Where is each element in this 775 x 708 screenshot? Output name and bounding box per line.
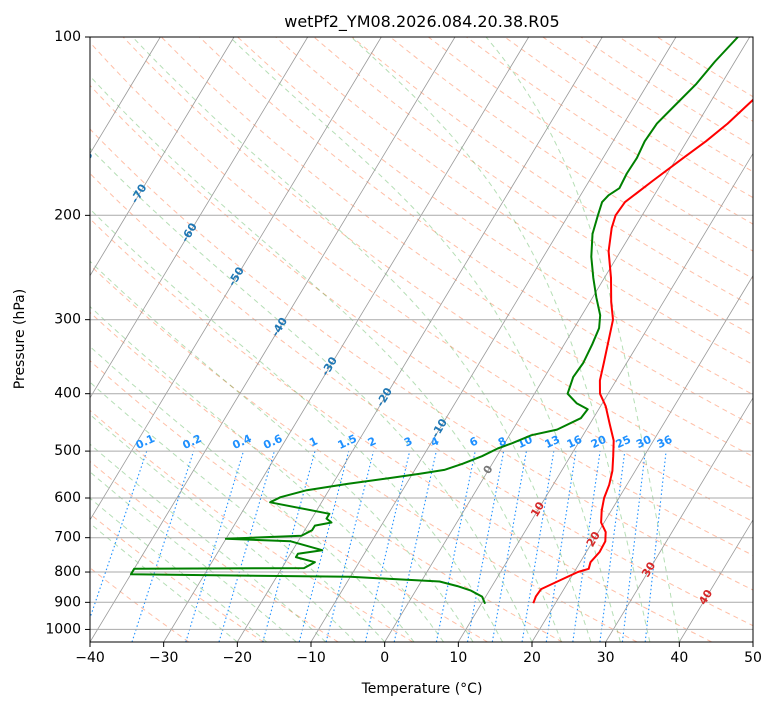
dry-adiabat-line	[199, 37, 753, 426]
isotherm-line	[457, 152, 753, 642]
mixing-ratio-label: 30	[634, 433, 654, 451]
isotherm-line	[90, 37, 382, 521]
moist-adiabat-line	[229, 37, 621, 642]
y-tick-label: 800	[54, 564, 81, 580]
x-tick-label: −20	[223, 650, 253, 666]
dry-adiabat-line	[90, 128, 753, 591]
dry-adiabat-line	[90, 264, 638, 642]
plot-area: -100-90-80-70-60-50-40-30-20-10010203040…	[90, 37, 753, 642]
x-tick-label: 0	[380, 650, 389, 666]
mixing-ratio-line	[364, 450, 411, 642]
isotherm-line	[310, 37, 677, 642]
isotherm-line	[605, 397, 753, 642]
mixing-ratio-label: 36	[655, 433, 675, 451]
y-tick-label: 300	[54, 312, 81, 328]
mixing-ratio-label: 13	[543, 433, 562, 451]
mixing-ratio-line	[466, 450, 505, 642]
isotherm-line	[90, 37, 309, 399]
moist-adiabat-line	[90, 75, 562, 642]
temperature-profile-line	[532, 98, 753, 604]
x-tick-label: 40	[670, 650, 688, 666]
isotherm-line	[236, 37, 603, 642]
moist-adiabat-line	[90, 443, 327, 642]
x-tick-label: −10	[296, 650, 326, 666]
y-tick-label: 500	[54, 443, 81, 459]
isotherm-line	[90, 37, 235, 277]
mixing-ratio-line	[491, 451, 527, 642]
isotherm-line	[90, 37, 161, 155]
mixing-ratio-line	[393, 450, 437, 642]
mixing-ratio-line	[90, 450, 148, 620]
y-axis-label: Pressure (hPa)	[12, 289, 28, 389]
mixing-ratio-line	[218, 450, 275, 642]
mixing-ratio-line	[298, 450, 350, 642]
moist-adiabat-line	[90, 345, 415, 642]
moist-adiabat-line	[90, 305, 444, 642]
moist-adiabat-line	[485, 37, 680, 642]
y-tick-label: 1000	[45, 621, 81, 637]
mixing-ratio-line	[131, 450, 195, 642]
mixing-ratio-line	[185, 450, 245, 642]
y-tick-label: 400	[54, 386, 81, 402]
moist-adiabat-line	[90, 471, 297, 642]
moist-adiabat-line	[90, 381, 386, 642]
isotherm-line	[384, 37, 751, 642]
moist-adiabat-line	[90, 413, 356, 642]
moist-adiabat-line	[132, 37, 592, 642]
x-tick-label: 20	[523, 650, 541, 666]
mixing-ratio-label: 20	[589, 433, 609, 451]
x-tick-label: −30	[149, 650, 179, 666]
mixing-ratio-label: 10	[515, 433, 535, 451]
isotherm-line	[90, 37, 456, 642]
y-tick-label: 200	[54, 207, 81, 223]
mixing-ratio-label: 16	[565, 433, 585, 451]
chart-title: wetPf2_YM08.2026.084.20.38.R05	[284, 12, 559, 32]
dry-adiabat-line	[275, 37, 753, 366]
y-tick-label: 900	[54, 594, 81, 610]
mixing-ratio-line	[521, 451, 555, 642]
dry-adiabat-line	[122, 37, 753, 490]
x-tick-label: −40	[75, 650, 105, 666]
dry-adiabat-line	[90, 360, 488, 642]
dry-adiabat-line	[90, 41, 753, 523]
plot-frame	[89, 36, 754, 643]
dry-adiabat-line	[351, 37, 753, 308]
mixing-ratio-line	[325, 450, 375, 642]
mixing-ratio-line	[621, 451, 646, 642]
dry-adiabat-line	[90, 311, 563, 642]
x-tick-label: 50	[744, 650, 762, 666]
y-tick-label: 600	[54, 490, 81, 506]
mixing-ratio-line	[435, 450, 476, 642]
axes: −40 −30 −20 −10 0 10 20 30 40 50 100 200 300 400 500 60…	[45, 29, 762, 666]
moist-adiabat-line	[90, 260, 474, 642]
moist-adiabat-line	[90, 522, 238, 642]
moist-adiabat-line	[90, 208, 503, 642]
mixing-ratio-line	[644, 451, 667, 642]
dewpoint-profile-line	[129, 37, 739, 605]
x-axis-label: Temperature (°C)	[361, 681, 483, 697]
mixing-ratio-line	[599, 451, 626, 642]
x-tick-label: 10	[449, 650, 467, 666]
x-tick-label: 30	[597, 650, 615, 666]
mixing-ratio-line	[572, 451, 601, 642]
y-tick-label: 700	[54, 530, 81, 546]
dry-adiabat-line	[90, 172, 753, 627]
isotherm-line	[163, 37, 530, 642]
mixing-ratio-label: 25	[614, 433, 633, 451]
isotherm-line	[678, 519, 753, 642]
y-tick-label: 100	[54, 29, 81, 45]
isotherm-line	[531, 274, 753, 642]
dry-adiabat-line	[90, 218, 712, 642]
dry-adiabat-line	[90, 460, 339, 642]
moist-adiabat-line	[90, 497, 268, 642]
moist-adiabat-line	[90, 147, 533, 642]
mixing-ratio-line	[262, 450, 316, 642]
dry-adiabat-line	[90, 513, 264, 642]
